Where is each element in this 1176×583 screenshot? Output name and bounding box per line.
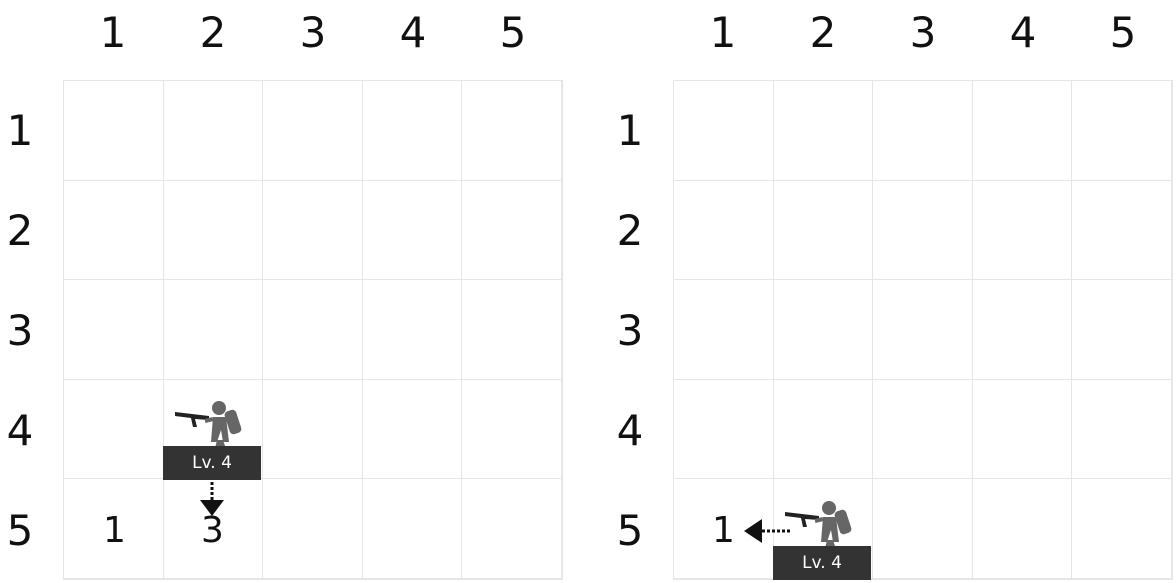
cell-number: 3 <box>201 510 224 551</box>
column-label-4: 4 <box>1009 8 1037 57</box>
move-left-arrow-icon <box>744 519 790 543</box>
grid-cell[interactable] <box>462 180 562 281</box>
row-label-2: 2 <box>6 206 34 255</box>
grid-cell[interactable] <box>362 379 463 480</box>
grid-cell[interactable] <box>873 180 973 281</box>
grid-cell[interactable] <box>674 379 774 480</box>
grid-cell[interactable] <box>64 180 164 281</box>
grid-cell[interactable] <box>64 479 164 579</box>
grid-cell[interactable] <box>773 81 874 181</box>
level-badge: Lv. 4 <box>773 546 871 580</box>
grid-cell[interactable] <box>263 280 363 380</box>
grid-cell[interactable] <box>263 479 363 579</box>
row-label-1: 1 <box>6 106 34 155</box>
cell-number: 1 <box>103 510 126 551</box>
grid-cell[interactable] <box>1072 81 1172 181</box>
column-label-1: 1 <box>99 8 127 57</box>
column-label-2: 2 <box>199 8 227 57</box>
cell-number: 1 <box>712 510 735 551</box>
grid-cell[interactable] <box>873 280 973 380</box>
column-label-2: 2 <box>809 8 837 57</box>
grid-cell[interactable] <box>1072 280 1172 380</box>
left-board: 1 2 3 4 5 1 2 3 4 5 1 3 <box>0 0 563 583</box>
grid-cell[interactable] <box>873 479 973 579</box>
grid-cell[interactable] <box>462 280 562 380</box>
grid-cell[interactable] <box>773 379 874 480</box>
grid-cell[interactable] <box>873 379 973 480</box>
column-label-5: 5 <box>1109 8 1137 57</box>
grid-cell[interactable] <box>263 180 363 281</box>
grid-cell[interactable] <box>362 280 463 380</box>
grid-cell[interactable] <box>362 81 463 181</box>
grid-cell[interactable] <box>163 81 264 181</box>
grid-cell[interactable] <box>674 81 774 181</box>
grid-cell[interactable] <box>263 81 363 181</box>
row-label-4: 4 <box>6 406 34 455</box>
game-grid <box>63 80 563 580</box>
column-label-3: 3 <box>909 8 937 57</box>
grid-cell[interactable] <box>64 280 164 380</box>
level-badge: Lv. 4 <box>163 446 261 480</box>
row-label-3: 3 <box>616 306 644 355</box>
grid-cell[interactable] <box>263 379 363 480</box>
column-label-1: 1 <box>709 8 737 57</box>
grid-cell[interactable] <box>972 379 1073 480</box>
grid-cell[interactable] <box>462 81 562 181</box>
row-label-1: 1 <box>616 106 644 155</box>
grid-cell[interactable] <box>163 280 264 380</box>
grid-cell[interactable] <box>972 479 1073 579</box>
grid-cell[interactable] <box>1072 379 1172 480</box>
grid-cell[interactable] <box>1072 180 1172 281</box>
grid-cell[interactable] <box>674 280 774 380</box>
grid-cell[interactable] <box>873 81 973 181</box>
grid-cell[interactable] <box>362 180 463 281</box>
grid-cell[interactable] <box>972 81 1073 181</box>
grid-cell[interactable] <box>972 280 1073 380</box>
player-unit[interactable]: Lv. 4 <box>163 380 263 480</box>
row-label-2: 2 <box>616 206 644 255</box>
grid-cell[interactable] <box>674 180 774 281</box>
grid-cell[interactable] <box>362 479 463 579</box>
column-label-5: 5 <box>499 8 527 57</box>
right-board: 1 2 3 4 5 1 2 3 4 5 1 <box>610 0 1173 583</box>
row-label-3: 3 <box>6 306 34 355</box>
player-unit[interactable]: Lv. 4 <box>773 480 873 580</box>
grid-cell[interactable] <box>462 479 562 579</box>
row-label-5: 5 <box>6 506 34 555</box>
grid-cell[interactable] <box>1072 479 1172 579</box>
grid-cell[interactable] <box>972 180 1073 281</box>
grid-cell[interactable] <box>773 180 874 281</box>
grid-cell[interactable] <box>64 81 164 181</box>
grid-cell[interactable] <box>773 280 874 380</box>
grid-cell[interactable] <box>163 180 264 281</box>
row-label-5: 5 <box>616 506 644 555</box>
grid-cell[interactable] <box>64 379 164 480</box>
column-label-3: 3 <box>299 8 327 57</box>
grid-cell[interactable] <box>462 379 562 480</box>
grid-cell[interactable] <box>674 479 774 579</box>
grid-cell[interactable] <box>163 479 264 579</box>
column-label-4: 4 <box>399 8 427 57</box>
game-grid <box>673 80 1173 580</box>
row-label-4: 4 <box>616 406 644 455</box>
